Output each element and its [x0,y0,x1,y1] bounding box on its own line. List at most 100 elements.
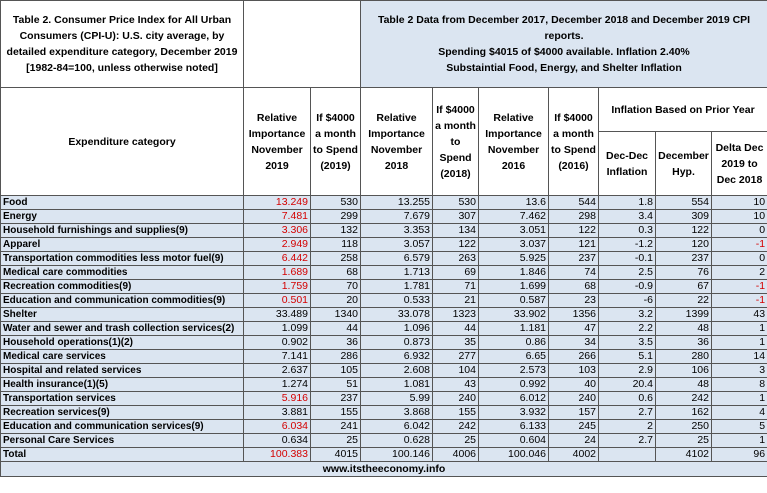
value-cell: 5.916 [243,391,311,406]
value-cell: 2.2 [598,321,656,336]
value-cell: 20.4 [598,377,656,392]
value-cell: 2.7 [598,405,656,420]
value-cell: 3.306 [243,223,311,238]
value-cell: -0.1 [598,251,656,266]
value-cell: 5.925 [478,251,549,266]
value-cell: 242 [432,419,479,434]
value-cell: 33.489 [243,307,311,322]
value-cell: 100.383 [243,447,311,462]
value-cell: 10 [710,209,767,224]
data-row: Household operations(1)(2) 0.902 36 0.873 35… [0,335,767,350]
value-cell: 245 [548,419,599,434]
value-cell: 48 [655,377,712,392]
value-cell: 105 [310,363,361,378]
value-cell: 74 [548,265,599,280]
notes-cell: Table 2 Data from December 2017, Decembe… [359,0,767,88]
cpi-table: Table 2. Consumer Price Index for All Ur… [0,0,767,477]
value-cell: 1340 [310,307,361,322]
value-cell: 6.442 [243,251,311,266]
data-row: Recreation services(9) 3.881 155 3.868 155 3.… [0,405,767,420]
column-header: Expenditure category [0,87,244,196]
column-header: Dec-Dec Inflation [598,131,656,196]
value-cell: 3.2 [598,307,656,322]
category-cell: Transportation commodities less motor fu… [0,251,244,266]
value-cell: 122 [655,223,712,238]
value-cell: 1.181 [478,321,549,336]
value-cell: 0.3 [598,223,656,238]
category-cell: Total [0,447,244,462]
value-cell: 134 [432,223,479,238]
value-cell: 0.873 [360,335,433,350]
title-row: Table 2. Consumer Price Index for All Ur… [0,0,767,88]
column-header: December Hyp. [655,131,712,196]
value-cell: 43 [710,307,767,322]
value-cell: 25 [655,433,712,448]
data-row: Medical care services 7.141 286 6.932 277 6.6… [0,349,767,364]
value-cell: 34 [548,335,599,350]
value-cell: 2 [598,419,656,434]
data-row: Education and communication services(9) 6… [0,419,767,434]
category-cell: Apparel [0,237,244,252]
value-cell: 71 [432,279,479,294]
value-cell: 1.699 [478,279,549,294]
value-cell: 241 [310,419,361,434]
value-cell: -1 [710,237,767,252]
value-cell: 1.846 [478,265,549,280]
value-cell: 5.99 [360,391,433,406]
value-cell: 1.096 [360,321,433,336]
value-cell: 35 [432,335,479,350]
value-cell: 530 [432,195,479,210]
value-cell: 33.078 [360,307,433,322]
value-cell: 1 [710,391,767,406]
category-cell: Hospital and related services [0,363,244,378]
value-cell: 309 [655,209,712,224]
value-cell: 8 [710,377,767,392]
value-cell: 3.932 [478,405,549,420]
value-cell: 67 [655,279,712,294]
value-cell: 121 [548,237,599,252]
value-cell: 307 [432,209,479,224]
value-cell: 2.608 [360,363,433,378]
category-cell: Medical care commodities [0,265,244,280]
value-cell: 13.255 [360,195,433,210]
value-cell: 104 [432,363,479,378]
value-cell: 1.781 [360,279,433,294]
data-row: Water and sewer and trash collection ser… [0,321,767,336]
value-cell: 258 [310,251,361,266]
column-subheader-row: Dec-Dec Inflation December Hyp. Delta Dec … [1,131,767,196]
value-cell: -1 [710,279,767,294]
data-row: Apparel 2.949 118 3.057 122 3.037 121 -1.2 120 -1 [0,237,767,252]
value-cell: 21 [432,293,479,308]
value-cell: 1356 [548,307,599,322]
data-row: Food 13.249 530 13.255 530 13.6 544 1.8 554 10 [0,195,767,210]
category-cell: Shelter [0,307,244,322]
value-cell: 14 [710,349,767,364]
value-cell: 1.759 [243,279,311,294]
value-cell: 4002 [548,447,599,462]
value-cell: -1 [710,293,767,308]
category-cell: Education and communication services(9) [0,419,244,434]
value-cell: 4006 [432,447,479,462]
value-cell: 20 [310,293,361,308]
value-cell: 24 [548,433,599,448]
value-cell: 237 [655,251,712,266]
value-cell: 242 [655,391,712,406]
category-cell: Recreation commodities(9) [0,279,244,294]
value-cell: 69 [432,265,479,280]
value-cell: 4 [710,405,767,420]
value-cell: 4015 [310,447,361,462]
value-cell: 13.249 [243,195,311,210]
column-header: Delta Dec 2019 to Dec 2018 [710,131,767,196]
value-cell: 51 [310,377,361,392]
value-cell: 1.689 [243,265,311,280]
value-cell: 3.868 [360,405,433,420]
value-cell: 33.902 [478,307,549,322]
value-cell: 48 [655,321,712,336]
value-cell: 6.034 [243,419,311,434]
value-cell: 68 [310,265,361,280]
value-cell: 3.353 [360,223,433,238]
value-cell: 2.5 [598,265,656,280]
value-cell: 44 [310,321,361,336]
data-row: Medical care commodities 1.689 68 1.713 69 1.… [0,265,767,280]
category-cell: Transportation services [0,391,244,406]
